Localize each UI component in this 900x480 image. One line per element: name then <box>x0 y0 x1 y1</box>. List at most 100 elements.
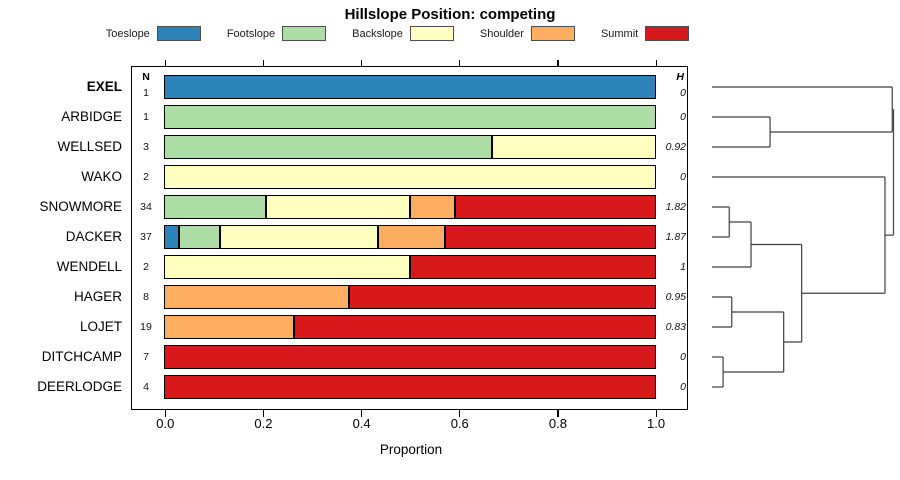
legend-label: Shoulder <box>479 27 524 40</box>
plot-area-border <box>131 66 688 410</box>
series-row-label: WAKO <box>81 169 122 184</box>
bar-segment-shoulder <box>164 315 295 339</box>
legend-label: Summit <box>600 27 639 40</box>
stacked-bar <box>164 225 656 249</box>
stacked-bar <box>164 345 656 369</box>
series-row-label: DACKER <box>65 229 122 244</box>
bar-segment-backslope <box>265 195 410 219</box>
bar-segment-summit <box>294 315 656 339</box>
axis-tick-label: 0.0 <box>156 416 175 431</box>
axis-tick-bottom <box>557 410 559 417</box>
n-value: 2 <box>143 171 149 183</box>
axis-tick-label: 0.6 <box>450 416 469 431</box>
legend-item-backslope: Backslope <box>352 26 454 41</box>
bar-segment-toeslope <box>164 225 180 249</box>
legend-swatch-summit <box>645 26 690 41</box>
legend-swatch-footslope <box>282 26 327 41</box>
n-value: 7 <box>143 351 149 363</box>
h-value: 0.95 <box>665 291 686 303</box>
h-value: 0 <box>680 87 686 99</box>
h-value: 1.87 <box>665 231 686 243</box>
n-value: 34 <box>140 201 152 213</box>
n-value: 2 <box>143 261 149 273</box>
n-value: 8 <box>143 291 149 303</box>
legend-swatch-shoulder <box>530 26 575 41</box>
h-value: 0 <box>680 111 686 123</box>
axis-tick-top <box>262 60 265 67</box>
axis-tick-top <box>361 60 363 67</box>
bar-segment-backslope <box>491 135 656 159</box>
axis-tick-bottom <box>459 410 461 417</box>
bar-segment-shoulder <box>164 285 349 309</box>
n-value: 19 <box>140 321 152 333</box>
n-value: 4 <box>143 381 149 393</box>
series-row-label: ARBIDGE <box>61 109 122 124</box>
series-row-label: HAGER <box>73 289 122 304</box>
stacked-bar <box>164 195 656 219</box>
legend-swatch-toeslope <box>156 26 201 41</box>
series-row-label: DITCHCAMP <box>41 349 122 364</box>
series-row-label: SNOWMORE <box>39 199 123 214</box>
n-value: 37 <box>140 231 152 243</box>
stacked-bar <box>164 105 656 129</box>
axis-tick-top <box>164 60 166 67</box>
stacked-bar <box>164 165 656 189</box>
bar-segment-backslope <box>164 165 656 189</box>
bar-segment-shoulder <box>410 195 455 219</box>
n-column-header: N <box>142 71 150 83</box>
legend-item-footslope: Footslope <box>226 26 327 41</box>
axis-tick-label: 0.8 <box>548 416 567 431</box>
legend-item-toeslope: Toeslope <box>106 26 201 41</box>
bar-segment-summit <box>445 225 656 249</box>
legend-item-shoulder: Shoulder <box>480 26 575 41</box>
chart-title: Hillslope Position: competing <box>344 6 556 23</box>
axis-tick-bottom <box>361 410 363 417</box>
stacked-bar <box>164 375 656 399</box>
series-row-label: DEERLODGE <box>37 379 122 394</box>
axis-tick-label: 1.0 <box>647 416 666 431</box>
axis-tick-bottom <box>262 410 265 417</box>
legend-label: Footslope <box>226 27 276 40</box>
x-axis-title: Proportion <box>379 442 443 457</box>
n-value: 3 <box>143 141 149 153</box>
n-value: 1 <box>143 111 149 123</box>
legend-label: Backslope <box>352 27 403 40</box>
h-value: 1 <box>680 261 686 273</box>
h-value: 0.83 <box>665 321 686 333</box>
stacked-bar <box>164 135 656 159</box>
h-value: 0.92 <box>665 141 686 153</box>
h-value: 0 <box>680 171 686 183</box>
series-row-label: WENDELL <box>56 259 122 274</box>
axis-tick-top <box>557 60 559 67</box>
bar-segment-toeslope <box>164 75 656 99</box>
bar-segment-summit <box>164 375 656 399</box>
bar-segment-footslope <box>179 225 221 249</box>
axis-tick-top <box>655 60 657 67</box>
h-value: 0 <box>680 351 686 363</box>
legend-label: Toeslope <box>105 27 150 40</box>
axis-tick-bottom <box>655 410 657 417</box>
legend-swatch-backslope <box>409 26 454 41</box>
series-row-label: LOJET <box>79 319 122 334</box>
bar-segment-summit <box>349 285 656 309</box>
bar-segment-backslope <box>220 225 379 249</box>
stacked-bar <box>164 315 656 339</box>
h-column-header: H <box>676 71 684 83</box>
legend: Toeslope Footslope Backslope Shoulder Summit <box>0 26 795 41</box>
series-row-label: EXEL <box>86 79 122 94</box>
bar-segment-summit <box>410 255 656 279</box>
stacked-bar <box>164 75 656 99</box>
h-value: 1.82 <box>665 201 686 213</box>
bar-segment-shoulder <box>378 225 446 249</box>
axis-tick-bottom <box>164 410 166 417</box>
bar-segment-footslope <box>164 135 492 159</box>
bar-segment-summit <box>454 195 656 219</box>
n-value: 1 <box>143 87 149 99</box>
bar-segment-footslope <box>164 105 656 129</box>
bar-segment-backslope <box>164 255 410 279</box>
axis-tick-top <box>459 60 461 67</box>
axis-tick-label: 0.2 <box>254 416 273 431</box>
legend-item-summit: Summit <box>600 26 690 41</box>
stacked-bar <box>164 285 656 309</box>
